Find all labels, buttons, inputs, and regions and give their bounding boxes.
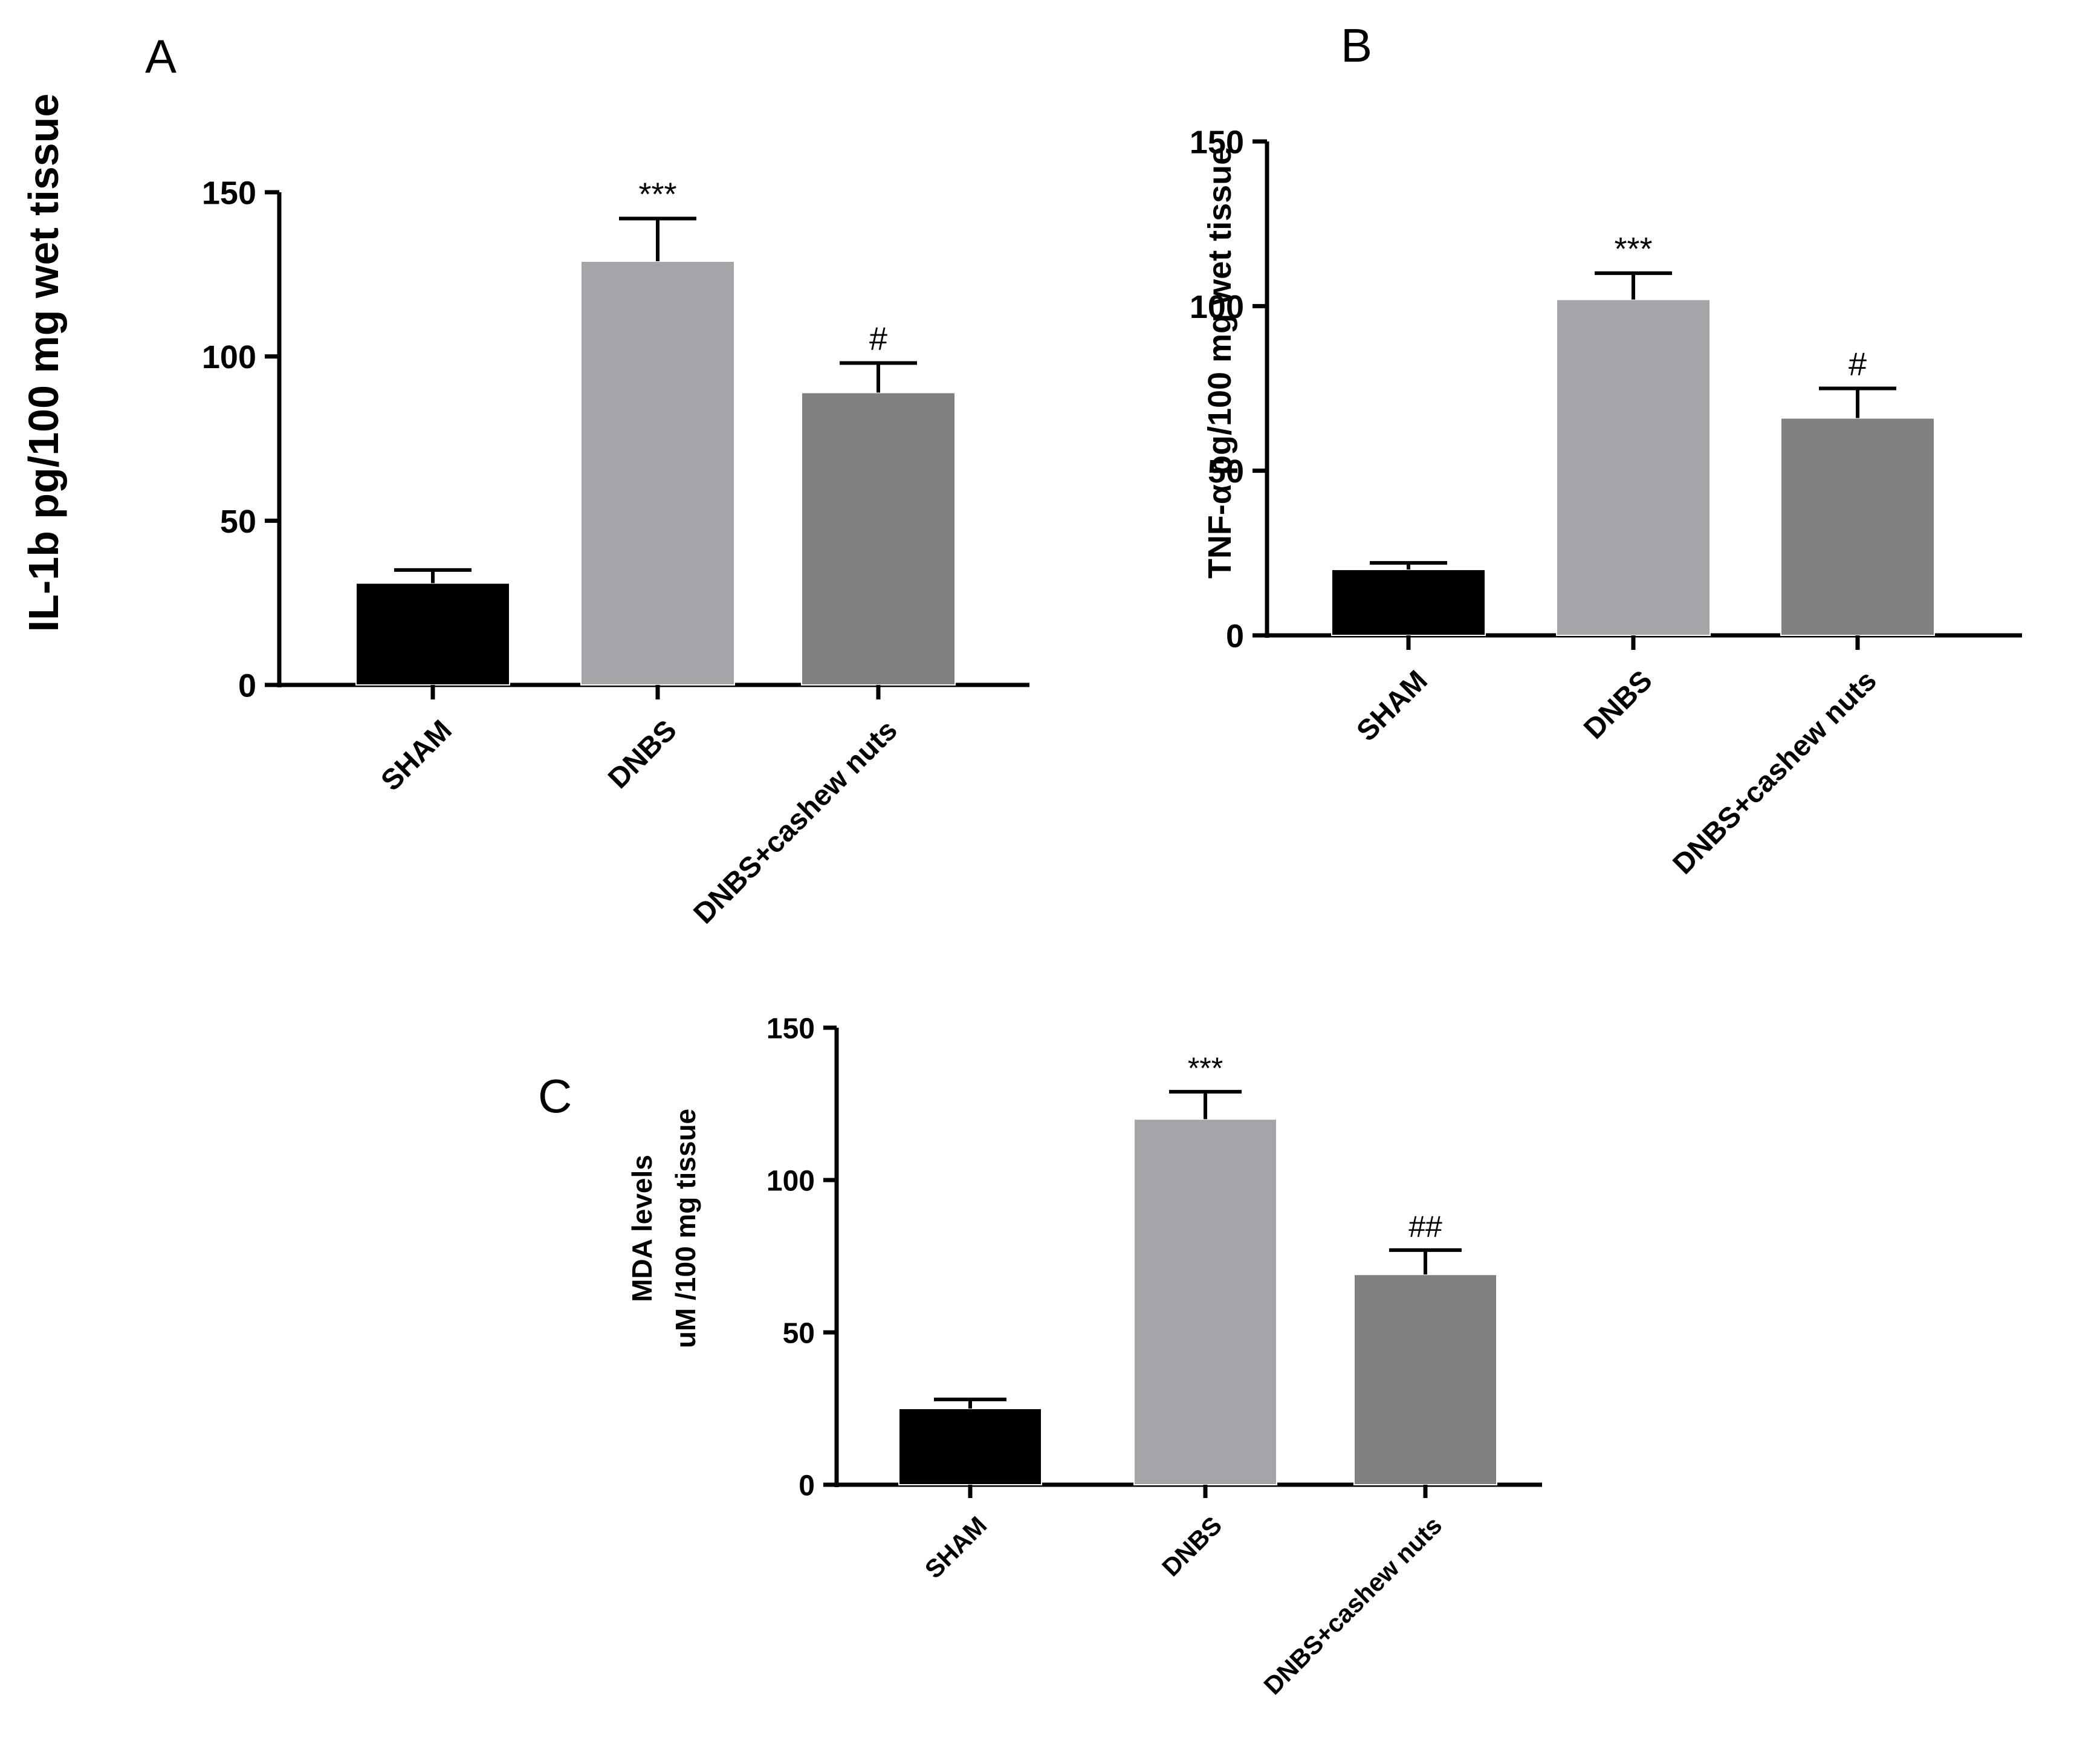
category-label: SHAM	[375, 714, 458, 797]
y-tick-label: 150	[202, 175, 256, 211]
bar	[355, 582, 510, 686]
bar	[1556, 299, 1711, 636]
category-label: SHAM	[1350, 664, 1433, 747]
significance-marker: ##	[1408, 1210, 1442, 1244]
panel-label: B	[1341, 19, 1372, 72]
y-tick-label: 50	[783, 1317, 815, 1349]
y-tick-label: 0	[238, 667, 256, 704]
y-tick-label: 50	[1208, 453, 1244, 490]
y-axis-title: IL-1b pg/100 mg wet tissue	[20, 94, 67, 632]
significance-marker: ***	[638, 176, 676, 212]
category-label: DNBS+cashew nuts	[1667, 664, 1883, 880]
bar	[801, 392, 956, 686]
y-tick-label: 0	[1226, 618, 1244, 654]
y-tick-label: 0	[799, 1470, 815, 1502]
bar	[1331, 569, 1486, 636]
category-label: DNBS+cashew nuts	[688, 714, 904, 930]
category-label: DNBS+cashew nuts	[1258, 1511, 1447, 1700]
bar	[1353, 1274, 1497, 1485]
y-tick-label: 150	[1190, 124, 1244, 160]
y-tick-label: 100	[1190, 289, 1244, 325]
bar	[1133, 1118, 1277, 1485]
category-label: SHAM	[919, 1511, 993, 1584]
category-label: DNBS	[1156, 1511, 1227, 1581]
panel-label: A	[145, 30, 177, 83]
chart-panel-a: A 0 50 100 150 IL-1b pg/100 mg wet tissue SHAM…	[20, 30, 1029, 930]
chart-panel-c: C 0 50 100 150 MDA levels uM /100 mg tissue SHA…	[538, 1013, 1542, 1700]
bar	[580, 261, 735, 686]
significance-marker: #	[869, 321, 887, 357]
y-tick-label: 50	[220, 504, 256, 540]
panel-label: C	[538, 1069, 572, 1123]
category-label: DNBS	[1578, 664, 1659, 745]
y-axis-title: MDA levels	[626, 1155, 658, 1302]
y-tick-label: 100	[766, 1165, 815, 1197]
significance-marker: ***	[1188, 1051, 1223, 1085]
y-tick-label: 100	[202, 339, 256, 375]
y-axis-title: TNF-α pg/100 mg wet tissue	[1202, 147, 1238, 579]
category-label: DNBS	[602, 714, 683, 795]
y-tick-label: 150	[766, 1013, 815, 1045]
significance-marker: ***	[1614, 231, 1652, 267]
y-axis-title-line2: uM /100 mg tissue	[670, 1109, 701, 1348]
bar	[1780, 417, 1935, 637]
bar	[898, 1408, 1042, 1485]
significance-marker: #	[1849, 346, 1867, 383]
